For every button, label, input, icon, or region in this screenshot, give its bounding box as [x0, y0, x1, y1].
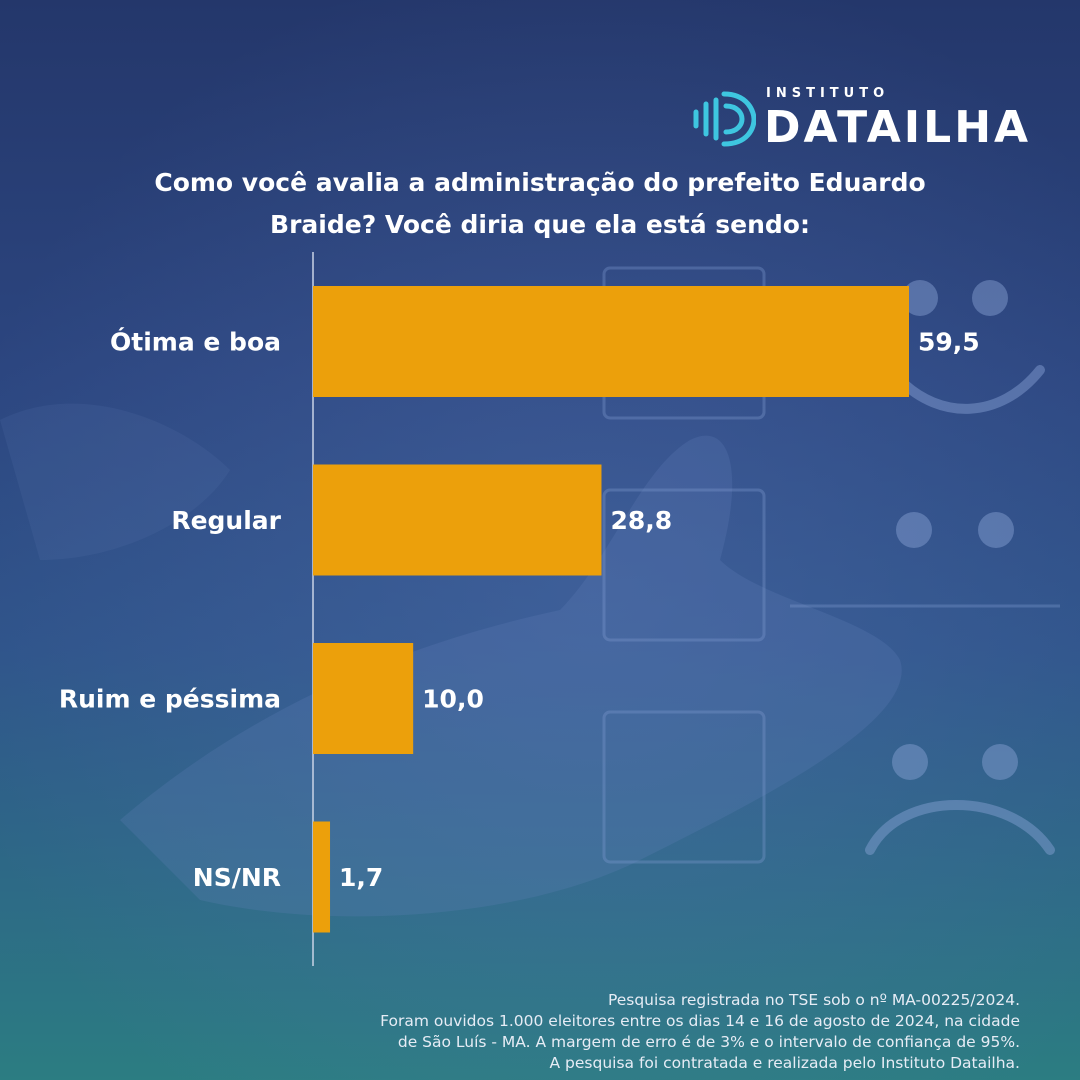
category-label: Regular: [171, 506, 281, 535]
footer-line-3: de São Luís - MA. A margem de erro é de …: [397, 1033, 1020, 1051]
footer-line-1: Pesquisa registrada no TSE sob o nº MA-0…: [607, 991, 1020, 1009]
footer-line-4: A pesquisa foi contratada e realizada pe…: [549, 1054, 1021, 1072]
value-label: 59,5: [918, 328, 980, 357]
footer-note: Pesquisa registrada no TSE sob o nº MA-0…: [220, 990, 1020, 1074]
category-label: NS/NR: [193, 863, 281, 892]
chart-title-line-1: Como você avalia a administração do pref…: [154, 168, 926, 197]
bar: [313, 821, 331, 933]
footer-line-2: Foram ouvidos 1.000 eleitores entre os d…: [380, 1012, 1020, 1030]
chart-title: Como você avalia a administração do pref…: [120, 162, 960, 246]
brand-small-text: INSTITUTO: [766, 86, 890, 101]
category-label: Ótima e boa: [110, 327, 281, 357]
brand-logo: INSTITUTO DATAILHA: [690, 84, 1030, 154]
category-label: Ruim e péssima: [59, 685, 281, 714]
value-label: 10,0: [422, 685, 484, 714]
bar: [313, 643, 414, 754]
chart-title-line-2: Braide? Você diria que ela está sendo:: [270, 210, 810, 239]
logo-mark-icon: [693, 91, 756, 147]
bar: [313, 286, 909, 397]
value-label: 28,8: [610, 506, 672, 535]
brand-name: DATAILHA: [764, 102, 1032, 153]
value-label: 1,7: [339, 863, 383, 892]
bar: [313, 464, 602, 576]
